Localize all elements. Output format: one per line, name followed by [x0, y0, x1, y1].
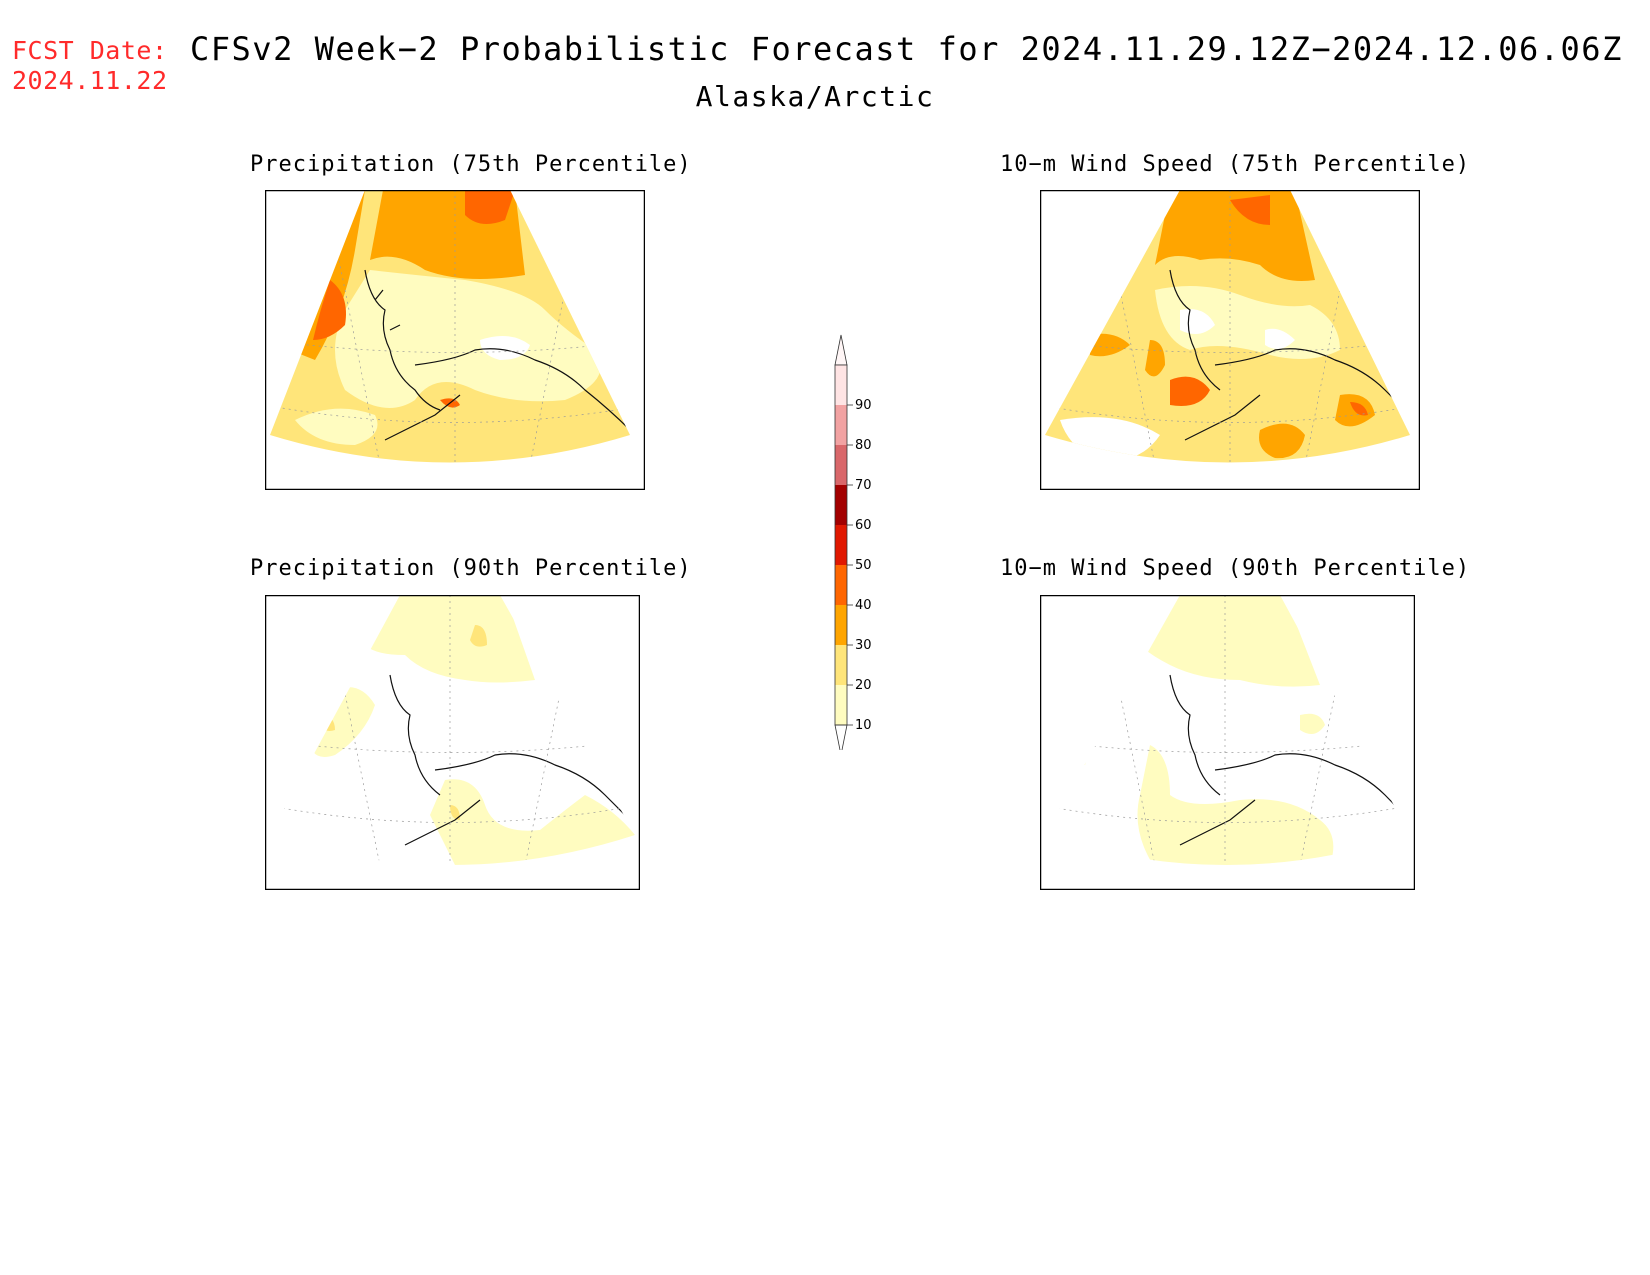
- fcst-date-block: FCST Date: 2024.11.22: [12, 36, 168, 96]
- graticule: [1045, 595, 1410, 865]
- field-40-50: [465, 190, 515, 224]
- field-10-20: [1078, 745, 1087, 765]
- coastline: [404, 799, 481, 846]
- colorbar-cell: [835, 645, 847, 685]
- colorbar-cell: [835, 485, 847, 525]
- field-20-30: [470, 625, 487, 647]
- colorbar-cell: [835, 685, 847, 725]
- field-40-50: [1230, 195, 1270, 225]
- field-30-40: [1090, 333, 1130, 357]
- map-frame: [265, 190, 645, 490]
- colorbar-top-cap: [834, 334, 848, 366]
- page-title: CFSv2 Week−2 Probabilistic Forecast for …: [190, 30, 1623, 68]
- fcst-date-value: 2024.11.22: [12, 66, 168, 95]
- field-10-20: [335, 270, 601, 408]
- colorbar-bottom-cap: [834, 724, 848, 756]
- colorbar-cell: [835, 405, 847, 445]
- coastline: [389, 674, 635, 831]
- map-precip-90: [265, 595, 640, 890]
- map-precip-75: [265, 190, 645, 490]
- colorbar-cell: [835, 525, 847, 565]
- field-below-10: [480, 336, 530, 360]
- colorbar-label: 30: [855, 638, 872, 653]
- graticule: [270, 595, 635, 865]
- colorbar-cell: [835, 445, 847, 485]
- map-wind-75: [1040, 190, 1420, 490]
- coastline: [364, 269, 630, 431]
- colorbar-label: 70: [855, 478, 872, 493]
- field-10-20: [430, 779, 635, 865]
- colorbar-label: 20: [855, 678, 872, 693]
- field-30-40: [1259, 423, 1305, 459]
- colorbar-label: 10: [855, 718, 872, 733]
- field-10-20: [1300, 713, 1325, 734]
- colorbar-label: 40: [855, 598, 872, 613]
- colorbar-outline: [834, 364, 848, 726]
- field-40-50: [1350, 402, 1368, 416]
- colorbar-label: 80: [855, 438, 872, 453]
- panel-title-wind-75: 10−m Wind Speed (75th Percentile): [1000, 152, 1471, 177]
- page-subtitle: Alaska/Arctic: [695, 80, 935, 113]
- field-30-40: [1155, 190, 1315, 281]
- coastline: [384, 394, 461, 441]
- colorbar-cell: [835, 365, 847, 405]
- colorbar: 90 80 70 60 50 40 30 20 10: [820, 330, 900, 756]
- fcst-date-label: FCST Date:: [12, 36, 168, 65]
- coastline: [1184, 394, 1261, 441]
- map-frame: [1040, 190, 1420, 490]
- colorbar-label: 50: [855, 558, 872, 573]
- colorbar-cell: [835, 565, 847, 605]
- map-wind-90: [1040, 595, 1415, 890]
- field-10-20: [295, 408, 378, 445]
- field-40-50: [313, 280, 346, 340]
- map-frame: [265, 595, 640, 890]
- colorbar-svg: 90 80 70 60 50 40 30 20 10: [834, 334, 872, 756]
- colorbar-label: 90: [855, 398, 872, 413]
- panel-title-precip-75: Precipitation (75th Percentile): [250, 152, 692, 177]
- coastline: [1179, 799, 1256, 846]
- field-below-10: [1265, 328, 1295, 349]
- graticule: [1045, 190, 1410, 463]
- graticule: [270, 190, 630, 463]
- field-20-30: [320, 715, 335, 731]
- panel-title-precip-90: Precipitation (90th Percentile): [250, 556, 692, 581]
- field-10-20: [1140, 595, 1320, 687]
- field-40-50: [1170, 376, 1210, 406]
- colorbar-label: 60: [855, 518, 872, 533]
- field-30-40: [1145, 340, 1165, 377]
- panel-title-wind-90: 10−m Wind Speed (90th Percentile): [1000, 556, 1471, 581]
- field-20-30: [450, 805, 460, 820]
- field-10-20: [1137, 745, 1334, 865]
- map-frame: [1040, 595, 1415, 890]
- colorbar-cell: [835, 605, 847, 645]
